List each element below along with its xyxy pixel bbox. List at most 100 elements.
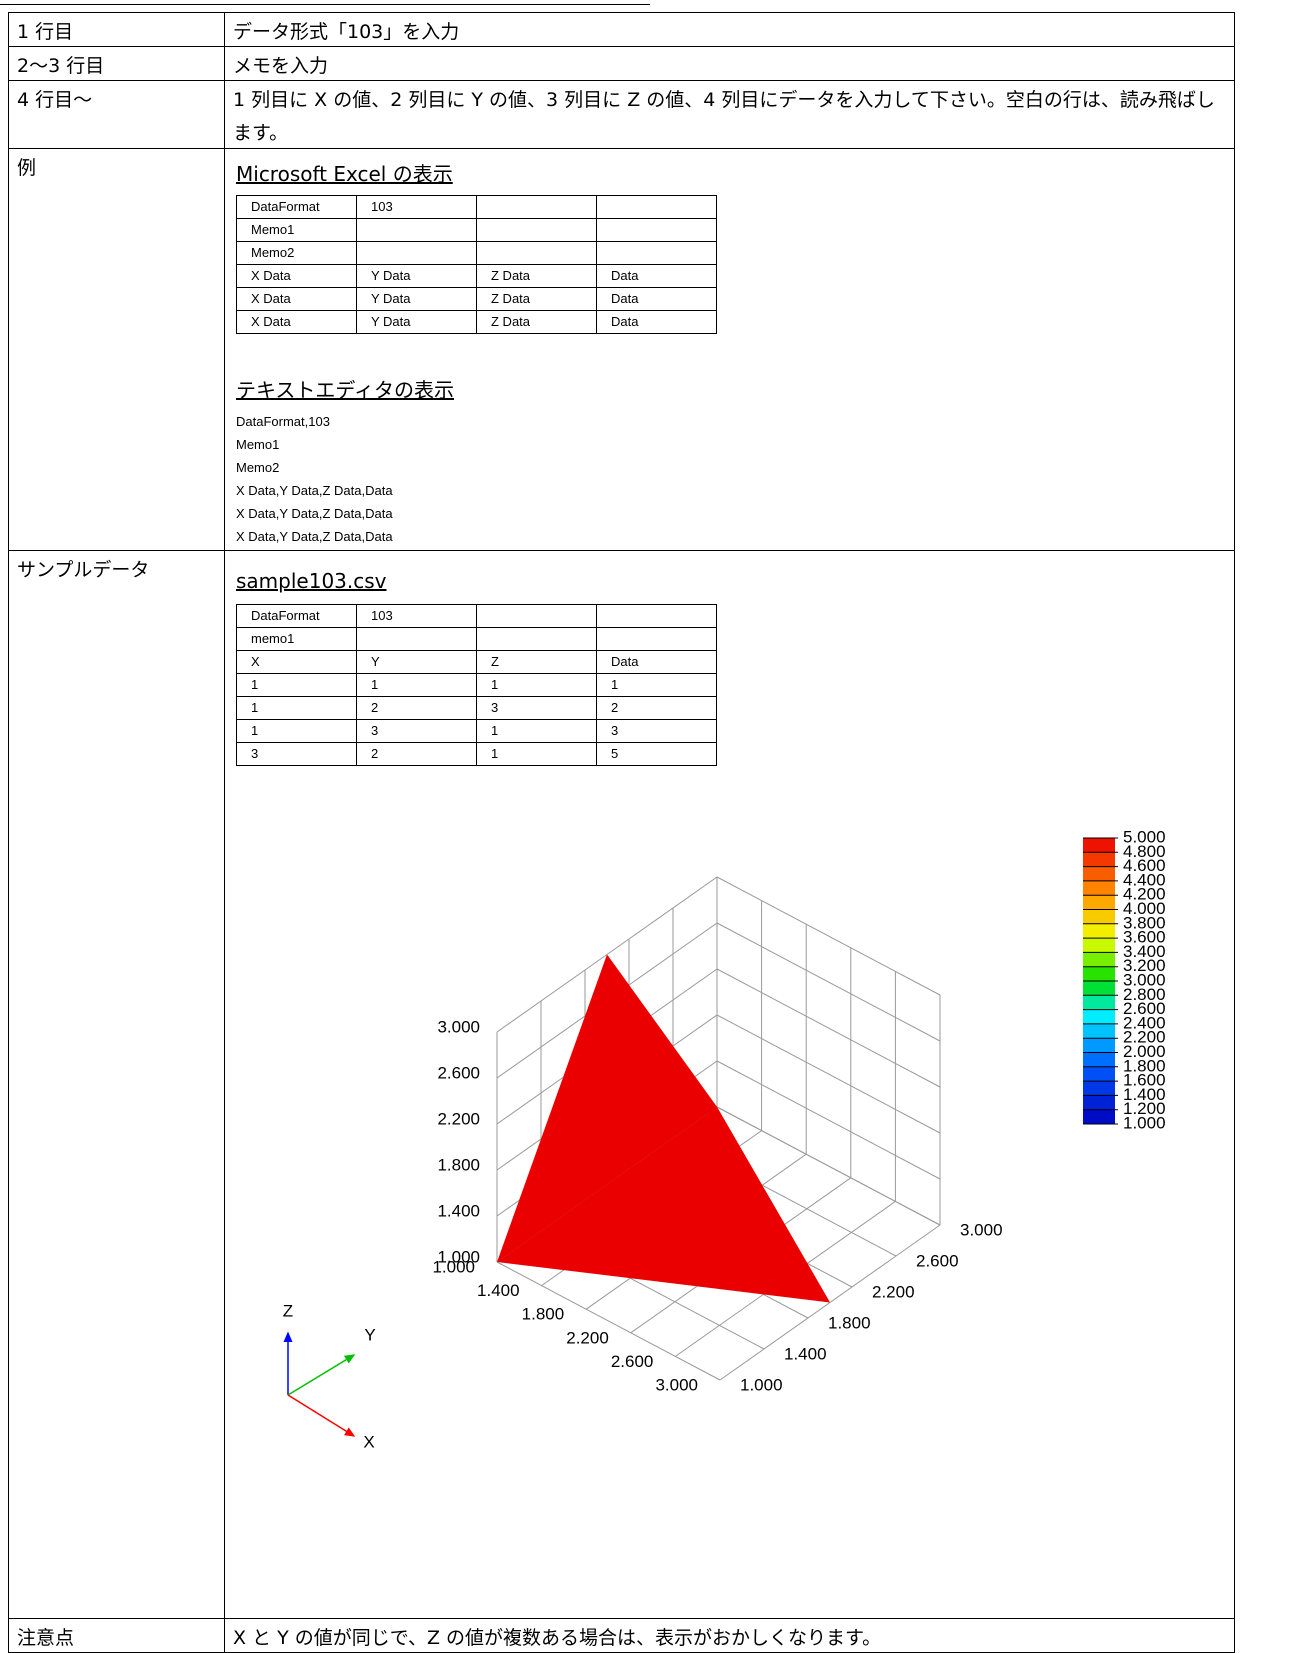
- table-cell: X Data: [236, 264, 357, 288]
- colorbar-band: [1083, 1009, 1115, 1024]
- text-line: DataFormat,103: [236, 414, 330, 429]
- grid-line: [716, 876, 941, 996]
- table-cell: 5: [596, 742, 717, 766]
- table-cell: [476, 627, 597, 651]
- grid-line: [716, 1060, 941, 1180]
- text-line: X Data,Y Data,Z Data,Data: [236, 506, 393, 521]
- colorbar-label: 4.200: [1123, 885, 1166, 904]
- y-tick-label: 1.000: [740, 1375, 783, 1394]
- text-line: Memo2: [236, 460, 280, 475]
- colorbar-band: [1083, 1109, 1115, 1124]
- colorbar-band: [1083, 995, 1115, 1010]
- table-cell: Data: [596, 310, 717, 334]
- colorbar-band: [1083, 1023, 1115, 1039]
- axis-x: [287, 1394, 356, 1437]
- axis-y: [287, 1354, 356, 1396]
- z-tick-label: 2.200: [437, 1109, 480, 1128]
- table-cell: [476, 241, 597, 265]
- z-tick-label: 2.600: [437, 1063, 480, 1082]
- excel-table: DataFormat 103 Memo1 Memo2 X Data Y Data Z Dat…: [236, 195, 717, 334]
- colorbar-band: [1083, 938, 1115, 953]
- table-cell: 103: [356, 195, 477, 219]
- colorbar-band: [1083, 895, 1115, 910]
- table-cell: 2: [356, 742, 477, 766]
- colorbar-band: [1083, 838, 1115, 853]
- table-cell: Memo2: [236, 241, 357, 265]
- colorbar-band: [1083, 966, 1115, 981]
- colorbar-label: 4.000: [1123, 899, 1166, 918]
- colorbar-label: 2.800: [1123, 985, 1166, 1004]
- colorbar-band: [1083, 1081, 1115, 1096]
- table-cell: 1: [356, 673, 477, 697]
- table-cell: 1: [236, 673, 357, 697]
- table-cell: Data: [596, 287, 717, 311]
- colorbar-band: [1083, 981, 1115, 996]
- colorbar-label: 2.000: [1123, 1042, 1166, 1061]
- text-line: X Data,Y Data,Z Data,Data: [236, 529, 393, 544]
- colorbar-band: [1083, 852, 1115, 867]
- axis-label: Y: [364, 1325, 375, 1344]
- colorbar-band: [1083, 909, 1115, 924]
- colorbar-band: [1083, 923, 1115, 939]
- x-tick-label: 1.400: [477, 1281, 520, 1300]
- colorbar-label: 2.600: [1123, 999, 1166, 1018]
- grid-line: [716, 1106, 941, 1226]
- table-cell: Memo1: [236, 218, 357, 242]
- surface: [607, 954, 830, 1303]
- colorbar-label: 1.000: [1123, 1113, 1166, 1132]
- table-cell: 1: [596, 673, 717, 697]
- colorbar-label: 1.200: [1123, 1099, 1166, 1118]
- text-lines: DataFormat,103 Memo1 Memo2 X Data,Y Data,Z …: [236, 410, 393, 548]
- surface: [497, 1107, 830, 1303]
- z-tick-label: 1.000: [437, 1247, 480, 1266]
- colorbar-label: 3.600: [1123, 928, 1166, 947]
- x-tick-label: 2.200: [566, 1328, 609, 1347]
- colorbar-band: [1083, 1066, 1115, 1082]
- table-cell: DataFormat: [236, 604, 357, 628]
- x-tick-label: 1.800: [522, 1305, 565, 1324]
- z-tick-label: 3.000: [437, 1017, 480, 1036]
- colorbar-label: 3.400: [1123, 942, 1166, 961]
- sample-table: DataFormat 103 memo1 X Y Z Data 1 1 1 1 1 2 3 2 1 3 1 3 3 2 1…: [236, 604, 717, 766]
- colorbar-label: 4.800: [1123, 842, 1166, 861]
- z-tick-label: 1.400: [437, 1201, 480, 1220]
- grid-line: [496, 1261, 721, 1381]
- colorbar-label: 1.600: [1123, 1071, 1166, 1090]
- x-tick-label: 1.000: [432, 1257, 475, 1276]
- z-tick-label: 1.800: [437, 1155, 480, 1174]
- table-row: X Data Y Data Z Data Data: [236, 310, 717, 334]
- axis-label: Z: [283, 1301, 293, 1320]
- colorbar-band: [1083, 866, 1115, 881]
- text-line: X Data,Y Data,Z Data,Data: [236, 483, 393, 498]
- axis-label: X: [363, 1432, 374, 1451]
- colorbar-label: 1.800: [1123, 1056, 1166, 1075]
- colorbar-label: 3.200: [1123, 956, 1166, 975]
- colorbar-band: [1083, 1095, 1115, 1110]
- colorbar-label: 3.800: [1123, 913, 1166, 932]
- grid-line: [716, 1014, 941, 1134]
- text-line: Memo1: [236, 437, 280, 452]
- table-cell: [596, 195, 717, 219]
- table-cell: 3: [356, 719, 477, 743]
- colorbar-label: 1.400: [1123, 1085, 1166, 1104]
- table-cell: 1: [236, 696, 357, 720]
- table-cell: 1: [236, 719, 357, 743]
- heading: テキストエディタの表示: [236, 378, 454, 402]
- table-row: X Data Y Data Z Data Data: [236, 287, 717, 311]
- colorbar-band: [1083, 952, 1115, 967]
- colorbar-label: 5.000: [1123, 827, 1166, 846]
- grid-line: [716, 922, 941, 1042]
- top-rule: [0, 4, 650, 5]
- y-tick-label: 2.600: [916, 1251, 959, 1270]
- y-tick-label: 1.400: [784, 1344, 827, 1363]
- heading: Microsoft Excel の表示: [236, 162, 453, 186]
- table-row: DataFormat 103: [236, 604, 717, 628]
- grid-line: [716, 968, 941, 1088]
- table-cell: [476, 218, 597, 242]
- table-cell: Z Data: [476, 264, 597, 288]
- colorbar-label: 3.000: [1123, 970, 1166, 989]
- table-cell: DataFormat: [236, 195, 357, 219]
